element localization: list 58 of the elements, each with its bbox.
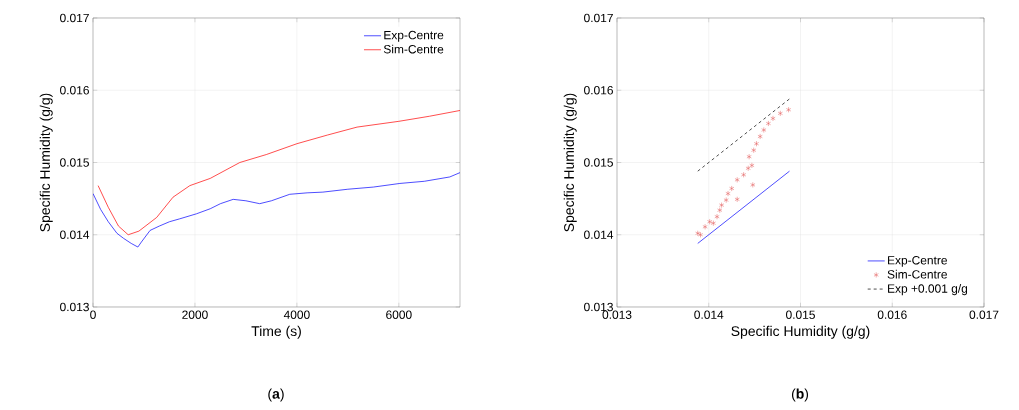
line-series	[97, 110, 460, 236]
y-axis-title: Specific Humidity (g/g)	[563, 93, 577, 232]
point	[734, 196, 740, 203]
x-tick-label: 0.016	[877, 310, 907, 319]
y-tick-label: 0.014	[60, 230, 90, 239]
x-tick-label: 0.015	[786, 310, 815, 319]
y-tick-label: 0.017	[584, 13, 613, 23]
point	[714, 213, 720, 220]
point	[702, 223, 708, 230]
point	[765, 120, 771, 127]
point	[770, 115, 776, 122]
point	[729, 185, 735, 192]
point	[749, 162, 755, 169]
y-tick-label: 0.016	[60, 86, 89, 95]
point	[753, 140, 759, 147]
point	[757, 133, 763, 140]
y-tick-label: 0.015	[60, 158, 89, 167]
x-tick-label: 6000	[386, 310, 412, 319]
x-tick-label: 4000	[283, 310, 310, 319]
point	[745, 165, 751, 172]
x-tick-label: 0.014	[694, 310, 724, 319]
point	[751, 147, 757, 154]
point	[786, 106, 792, 113]
point	[707, 218, 713, 225]
x-tick-label: 0.013	[602, 310, 632, 319]
y-tick-label: 0.015	[584, 158, 613, 167]
legend-label: Exp-Centre	[888, 256, 947, 267]
y-axis-title: Specific Humidity (g/g)	[39, 93, 53, 232]
point	[750, 182, 756, 188]
legend-label: Exp-Centre	[384, 30, 444, 42]
point	[761, 127, 767, 133]
text: (a)	[268, 388, 284, 402]
point	[695, 230, 701, 237]
y-tick-label: 0.017	[60, 13, 89, 23]
point	[710, 220, 716, 227]
legend-label: Exp +0.001 g/g	[888, 283, 968, 296]
x-tick-label: 0.017	[969, 310, 999, 319]
point	[725, 190, 731, 197]
x-axis-title: Specific Humidity (g/g)	[731, 325, 870, 339]
text: (b)	[791, 388, 809, 402]
point	[723, 197, 729, 203]
y-tick-label: 0.016	[584, 86, 613, 95]
y-tick-label: 0.014	[584, 230, 614, 239]
y-tick-label: 0.013	[60, 302, 89, 312]
x-tick-label: 2000	[182, 310, 208, 319]
legend-label: Sim-Centre	[887, 269, 947, 279]
point	[719, 202, 725, 208]
line-series	[93, 172, 460, 248]
point	[777, 110, 783, 117]
point	[741, 171, 747, 178]
point	[717, 207, 723, 214]
x-tick-label: 0	[90, 310, 96, 319]
point	[698, 231, 703, 238]
x-axis-title: Time (s)	[251, 325, 301, 339]
y-tick-label: 0.013	[584, 302, 613, 312]
legend-label: Sim-Centre	[383, 44, 444, 54]
point	[746, 153, 752, 160]
point	[734, 177, 740, 183]
